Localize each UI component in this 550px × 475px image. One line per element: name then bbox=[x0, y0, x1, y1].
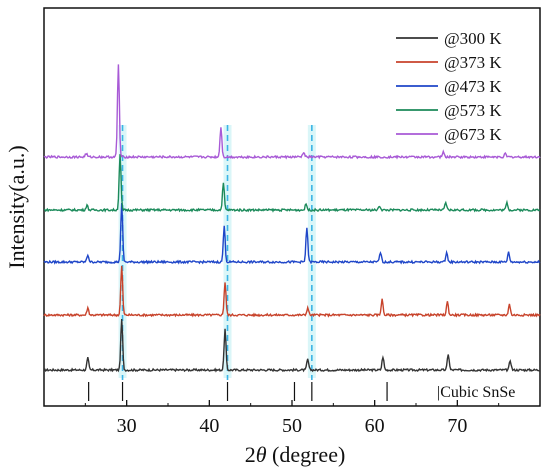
x-axis-title-prefix: 2 bbox=[245, 442, 256, 467]
legend-label-0: @300 K bbox=[444, 29, 502, 48]
x-tick-label-1: 40 bbox=[199, 415, 219, 437]
series-group bbox=[43, 64, 541, 373]
reference-label: |Cubic SnSe bbox=[437, 384, 515, 401]
series-line-0 bbox=[43, 318, 541, 373]
legend-label-4: @673 K bbox=[444, 125, 502, 144]
x-tick-label-2: 50 bbox=[282, 415, 302, 437]
legend-label-3: @573 K bbox=[444, 101, 502, 120]
legend-label-1: @373 K bbox=[444, 53, 502, 72]
x-tick-label-3: 60 bbox=[365, 415, 385, 437]
guide-band-1 bbox=[223, 125, 232, 378]
x-axis-title-suffix: (degree) bbox=[267, 442, 346, 467]
x-axis-title: 2θ (degree) bbox=[245, 442, 346, 467]
legend: @300 K @373 K @473 K @573 K @673 K bbox=[396, 29, 502, 144]
dashed-guides bbox=[118, 125, 316, 380]
x-tick-label-0: 30 bbox=[117, 415, 137, 437]
series-line-3 bbox=[43, 154, 541, 213]
series-line-1 bbox=[43, 265, 541, 318]
guide-band-2 bbox=[307, 125, 316, 378]
x-tick-label-4: 70 bbox=[447, 415, 467, 437]
legend-label-2: @473 K bbox=[444, 77, 502, 96]
series-line-4 bbox=[43, 64, 541, 160]
series-line-2 bbox=[43, 203, 541, 265]
x-axis-title-symbol: θ bbox=[256, 442, 267, 467]
guide-band-0 bbox=[118, 125, 127, 378]
y-axis-title: Intensity(a.u.) bbox=[4, 145, 29, 268]
x-axis-ticks: 30 40 50 60 70 bbox=[84, 400, 500, 437]
reference-pattern: |Cubic SnSe bbox=[88, 382, 515, 401]
